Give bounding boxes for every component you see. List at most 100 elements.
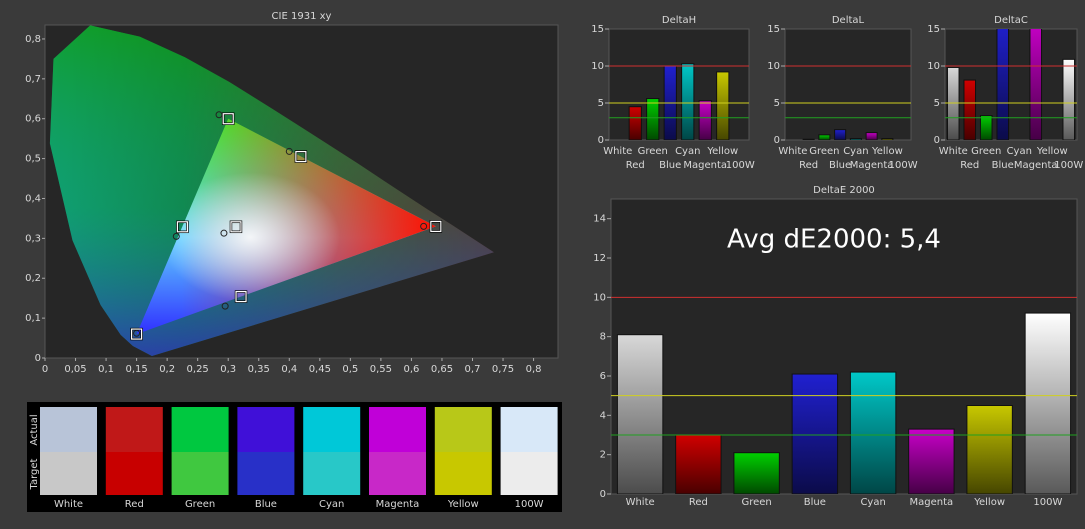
bar <box>963 79 977 140</box>
y-tick-label: 5 <box>934 98 940 109</box>
swatch-label: Blue <box>255 499 277 510</box>
swatch-label: Green <box>185 499 215 510</box>
y-tick-label: 0,5 <box>25 154 41 165</box>
swatch-actual <box>369 407 426 452</box>
y-tick-label: 10 <box>591 61 604 72</box>
bar <box>802 138 815 140</box>
bar <box>966 405 1013 494</box>
x-tick-label: Cyan <box>675 146 700 157</box>
x-tick-label: White <box>603 146 632 157</box>
bar <box>1029 29 1043 140</box>
actual-point <box>172 232 180 240</box>
x-tick-label: 0,7 <box>465 364 481 375</box>
bar <box>628 106 642 140</box>
swatch-actual <box>303 407 361 452</box>
x-tick-label: 0,15 <box>125 364 147 375</box>
bar <box>675 434 722 494</box>
x-tick-label: 0,05 <box>64 364 86 375</box>
bar <box>979 115 993 140</box>
x-tick-label: 100W <box>889 160 918 171</box>
x-tick-label: Blue <box>659 160 681 171</box>
x-tick-label: Cyan <box>860 497 885 508</box>
target-point <box>295 151 307 163</box>
x-tick-label: White <box>939 146 968 157</box>
swatch-actual <box>105 407 163 452</box>
x-tick-label: 0,6 <box>403 364 419 375</box>
swatch-target <box>500 452 558 495</box>
y-tick-label: 12 <box>593 253 606 264</box>
x-tick-label: 0,45 <box>309 364 331 375</box>
x-tick-label: 0,65 <box>431 364 453 375</box>
x-tick-label: Green <box>741 497 771 508</box>
x-tick-label: 0,4 <box>281 364 297 375</box>
y-tick-label: 6 <box>600 371 606 382</box>
x-tick-label: Yellow <box>973 497 1005 508</box>
x-tick-label: Yellow <box>1036 146 1068 157</box>
bar <box>834 129 847 140</box>
x-tick-label: Green <box>971 146 1001 157</box>
x-tick-label: 0,3 <box>220 364 236 375</box>
swatch-label: White <box>54 499 83 510</box>
x-tick-label: White <box>626 497 655 508</box>
swatch-target <box>105 452 163 495</box>
x-tick-label: Magenta <box>850 160 894 171</box>
swatch-label: Cyan <box>319 499 344 510</box>
x-tick-label: Red <box>960 160 979 171</box>
actual-point <box>221 302 229 310</box>
y-tick-label: 4 <box>600 410 606 421</box>
swatch-target <box>171 452 229 495</box>
y-tick-label: 0 <box>35 353 41 364</box>
actual-point <box>420 222 428 230</box>
x-tick-label: 0,1 <box>98 364 114 375</box>
bar <box>849 371 897 494</box>
x-tick-label: 100W <box>1054 160 1083 171</box>
gamut-triangle-white <box>136 118 436 335</box>
y-tick-label: 15 <box>591 24 604 35</box>
row-label: Target <box>29 458 40 490</box>
row-label: Actual <box>29 414 40 445</box>
chart-title: DeltaE 2000 <box>813 185 875 196</box>
x-tick-label: Cyan <box>843 146 868 157</box>
x-tick-label: 0,35 <box>248 364 270 375</box>
swatch-label: Red <box>125 499 144 510</box>
bar <box>996 29 1010 140</box>
x-tick-label: 100W <box>726 160 755 171</box>
x-tick-label: 0,55 <box>370 364 392 375</box>
swatch-target <box>369 452 426 495</box>
target-point <box>235 290 247 303</box>
x-tick-label: Red <box>799 160 818 171</box>
swatch-target <box>434 452 492 495</box>
actual-point <box>220 229 228 237</box>
swatch-target <box>40 452 97 495</box>
x-tick-label: Blue <box>829 160 851 171</box>
swatch-actual <box>434 407 492 452</box>
x-tick-label: Magenta <box>1014 160 1058 171</box>
x-tick-label: 0,25 <box>187 364 209 375</box>
y-tick-label: 5 <box>598 98 604 109</box>
chart-title: DeltaC <box>994 15 1028 26</box>
swatch-label: Magenta <box>376 499 420 510</box>
actual-point <box>285 147 293 155</box>
chart-title: DeltaH <box>662 15 696 26</box>
annotation: Avg dE2000: 5,4 <box>727 225 941 255</box>
y-tick-label: 0,6 <box>25 114 41 125</box>
x-tick-label: Red <box>689 497 708 508</box>
y-tick-label: 0,4 <box>25 193 41 204</box>
x-tick-label: Blue <box>992 160 1014 171</box>
y-tick-label: 10 <box>593 292 606 303</box>
y-tick-label: 10 <box>767 61 780 72</box>
target-point <box>230 221 242 233</box>
x-tick-label: 0,75 <box>492 364 514 375</box>
swatch-target <box>303 452 361 495</box>
x-tick-label: 0,2 <box>159 364 175 375</box>
bar <box>1062 58 1076 140</box>
bar <box>716 71 730 140</box>
y-tick-label: 0,8 <box>25 34 41 45</box>
bar <box>791 373 839 494</box>
target-point <box>222 113 234 125</box>
y-tick-label: 15 <box>927 24 940 35</box>
x-tick-label: Yellow <box>871 146 903 157</box>
bar <box>681 63 695 140</box>
bar <box>865 132 878 140</box>
